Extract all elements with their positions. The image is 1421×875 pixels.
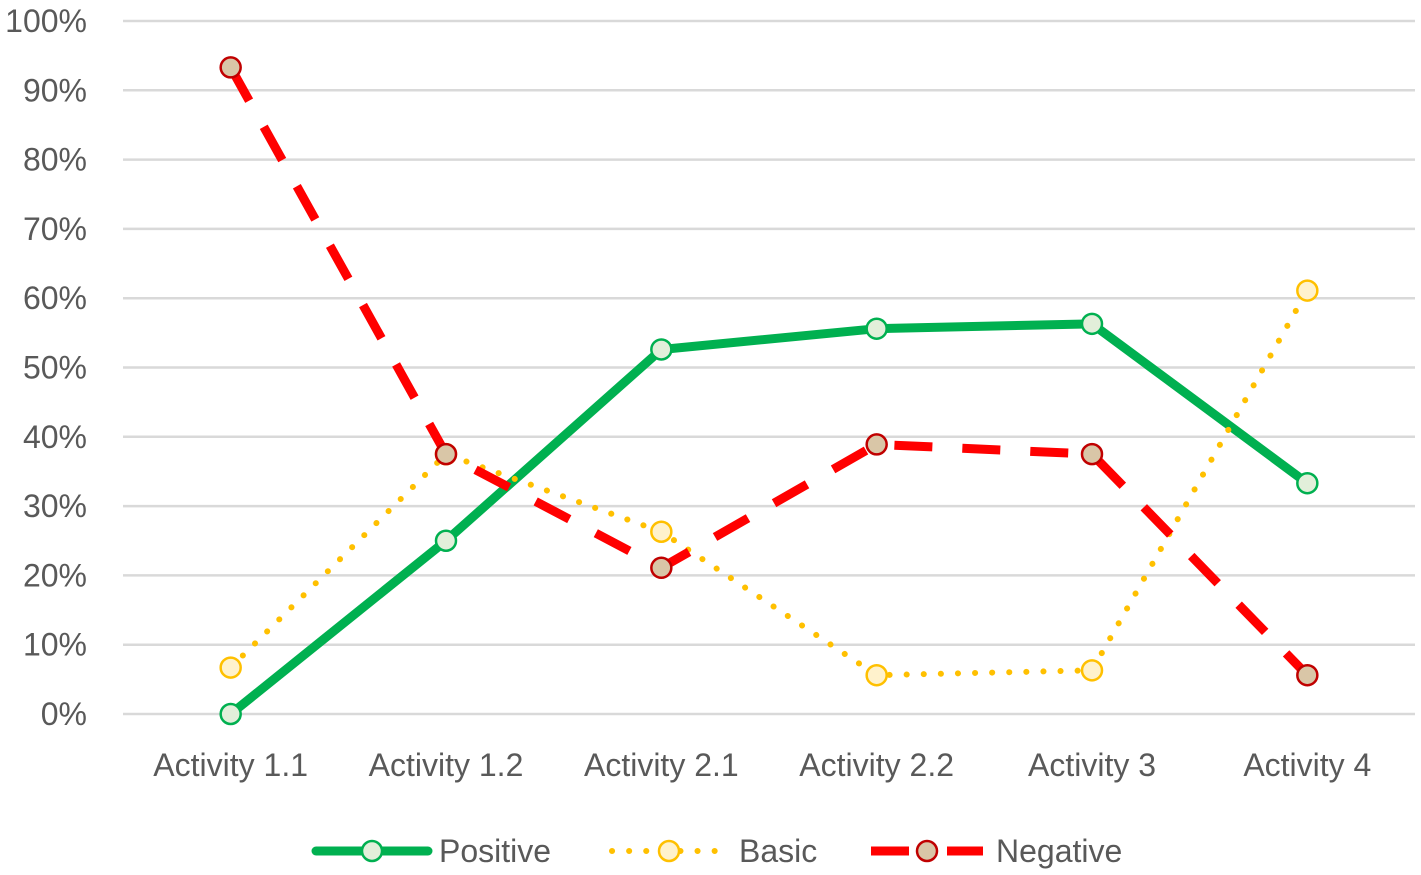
data-point-positive: [434, 529, 458, 552]
y-tick-label: 100%: [5, 3, 87, 39]
gridlines: [123, 19, 1415, 716]
y-tick-label: 50%: [23, 350, 87, 386]
series-negative: [219, 56, 1319, 687]
x-tick-label: Activity 1.1: [153, 747, 308, 783]
series-line-basic: [227, 287, 1311, 679]
series-positive: [219, 312, 1319, 726]
y-tick-label: 70%: [23, 211, 87, 247]
data-point-negative: [1080, 442, 1104, 466]
data-point-positive: [650, 338, 673, 361]
legend-swatch-marker: [915, 839, 939, 863]
data-point-positive: [219, 702, 242, 726]
legend-swatch-marker: [657, 839, 681, 863]
x-tick-label: Activity 1.2: [369, 747, 524, 783]
data-point-negative: [650, 556, 673, 580]
data-point-negative: [1296, 663, 1319, 687]
legend-item-positive: Positive: [311, 833, 551, 869]
x-tick-label: Activity 4: [1243, 747, 1371, 783]
data-point-basic: [865, 663, 888, 687]
legend-item-basic: Basic: [609, 833, 817, 869]
x-tick-label: Activity 2.1: [584, 747, 739, 783]
data-point-positive: [1296, 471, 1319, 495]
legend-swatch-marker: [360, 839, 384, 863]
data-point-basic: [1080, 659, 1104, 682]
data-point-basic: [219, 656, 242, 679]
y-tick-label: 80%: [23, 142, 87, 178]
data-point-basic: [650, 520, 673, 543]
y-tick-label: 90%: [23, 72, 87, 108]
series-line-negative: [226, 65, 1311, 679]
x-axis-tick-labels: Activity 1.1 Activity 1.2 Activity 2.1 Acti…: [153, 747, 1371, 783]
legend-label: Negative: [996, 833, 1122, 869]
y-tick-label: 10%: [23, 627, 87, 663]
legend-label: Basic: [739, 833, 817, 869]
data-point-negative: [434, 442, 458, 466]
y-tick-label: 30%: [23, 488, 87, 524]
data-point-negative: [865, 433, 888, 456]
series-line-positive: [226, 319, 1312, 719]
y-tick-label: 40%: [23, 419, 87, 455]
data-point-basic: [1296, 279, 1319, 302]
series-lines: [219, 56, 1319, 726]
legend-item-negative: Negative: [871, 833, 1122, 869]
y-tick-label: 20%: [23, 557, 87, 593]
data-point-positive: [865, 317, 888, 340]
y-tick-label: 60%: [23, 280, 87, 316]
y-axis-tick-labels: 0% 10% 20% 30% 40% 50% 60% 70% 80% 90% 100%: [5, 3, 87, 732]
legend: Positive Basic Negative: [311, 833, 1122, 869]
x-tick-label: Activity 3: [1028, 747, 1156, 783]
x-tick-label: Activity 2.2: [799, 747, 954, 783]
legend-label: Positive: [439, 833, 551, 869]
data-point-positive: [1080, 312, 1104, 336]
y-tick-label: 0%: [41, 696, 87, 732]
data-point-negative: [219, 56, 242, 79]
